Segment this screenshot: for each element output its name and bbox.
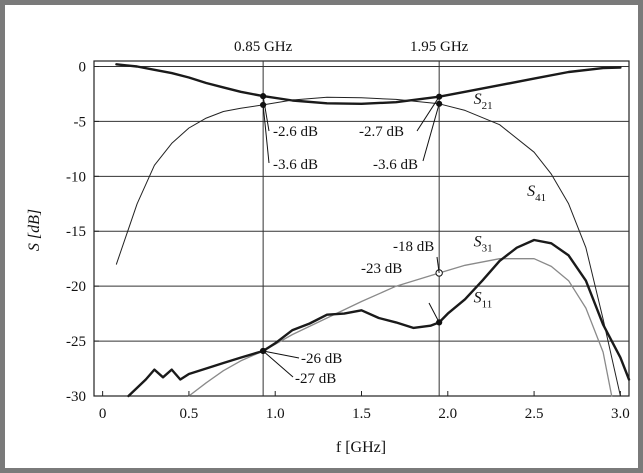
y-tick-label: 0 (79, 59, 87, 75)
tick-labels: 0 -5 -10 -15 -20 -25 -30 0 0.5 1.0 1.5 2.0 2.5 3.0 (66, 59, 630, 422)
x-tick-label: 2.0 (438, 406, 457, 422)
annotation-label: -3.6 dB (373, 157, 418, 173)
s-parameter-chart: 0.85 GHz 1.95 GHz 0 -5 -10 -15 -20 -25 -30 0 0.5 1… (26, 39, 631, 456)
y-tick-label: -10 (66, 169, 86, 185)
y-axis-label: S [dB] (26, 209, 43, 251)
frequency-marker-label: 1.95 GHz (410, 39, 469, 55)
annotation-label: -2.7 dB (359, 124, 404, 140)
series-line-s31 (188, 258, 613, 397)
series-label-s31: S31 (474, 234, 493, 255)
series-line-s21 (115, 63, 622, 106)
series-label-s11: S11 (474, 290, 493, 311)
y-tick-label: -25 (66, 334, 86, 350)
grid (94, 65, 629, 342)
series-line-s41 (115, 96, 621, 397)
series-label-s21: S21 (474, 91, 493, 112)
y-tick-label: -20 (66, 279, 86, 295)
annotation-label: -23 dB (361, 261, 402, 277)
series-lines (115, 63, 631, 398)
x-axis-label: f [GHz] (336, 439, 386, 456)
series-line-s11 (127, 238, 631, 398)
annotation-leader (262, 96, 270, 132)
frequency-markers: 0.85 GHz 1.95 GHz (234, 39, 469, 396)
x-tick-label: 0 (99, 406, 107, 422)
x-tick-label: 0.5 (180, 406, 199, 422)
annotation-leader (436, 256, 440, 274)
annotation-leader (422, 103, 440, 162)
y-tick-label: -30 (66, 389, 86, 405)
annotation-label: -3.6 dB (273, 157, 318, 173)
x-tick-label: 2.5 (525, 406, 544, 422)
series-labels: S21 S41 S31 S11 (474, 91, 547, 311)
annotation-label: -27 dB (295, 371, 336, 387)
annotation-label: -26 dB (301, 351, 342, 367)
annotations: -2.6 dB -3.6 dB -2.7 dB -3.6 dB -18 dB -23 dB… (262, 96, 440, 387)
annotation-label: -2.6 dB (273, 124, 318, 140)
annotation-leader (262, 104, 270, 164)
annotation-leader (416, 96, 440, 132)
annotation-leader (262, 350, 294, 378)
frequency-marker-label: 0.85 GHz (234, 39, 293, 55)
x-tick-label: 3.0 (611, 406, 630, 422)
y-tick-label: -15 (66, 224, 86, 240)
series-label-s41: S41 (527, 183, 546, 204)
annotation-leader (428, 302, 440, 323)
x-tick-label: 1.0 (266, 406, 285, 422)
annotation-leader (263, 350, 300, 359)
x-tick-label: 1.5 (352, 406, 371, 422)
y-tick-label: -5 (74, 114, 87, 130)
annotation-label: -18 dB (393, 239, 434, 255)
plot-area (93, 60, 630, 397)
